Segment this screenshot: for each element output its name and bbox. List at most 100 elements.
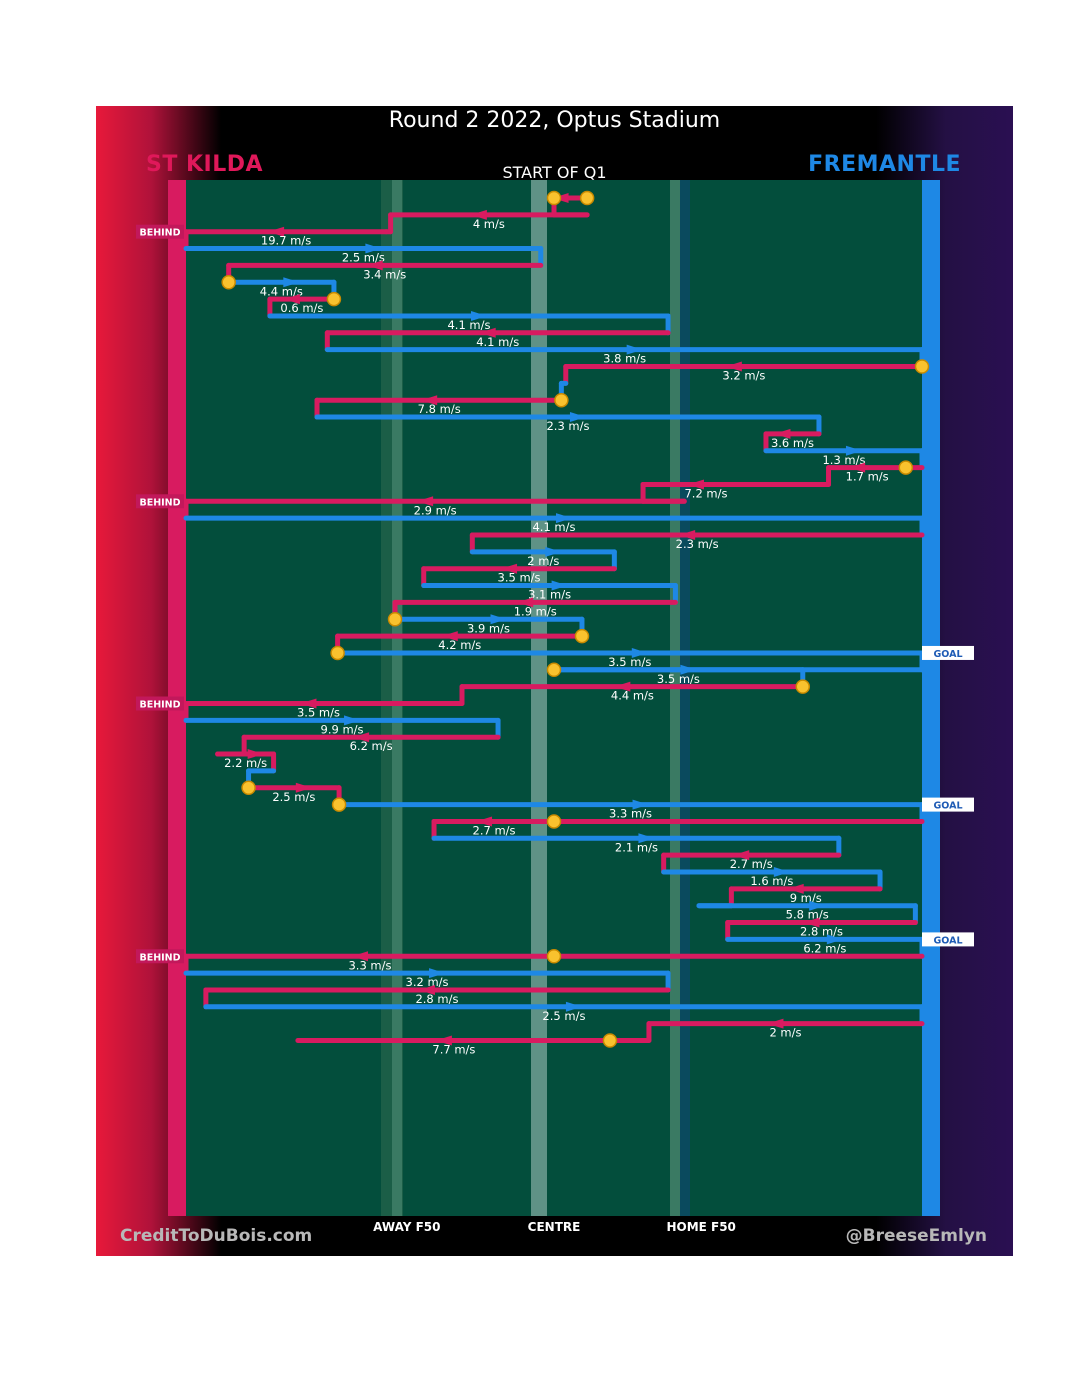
outcome-badge (136, 494, 184, 509)
leg-arrow (638, 833, 655, 844)
speed-label: 2.9 m/s (414, 503, 457, 517)
leg-arrow (283, 277, 300, 288)
speed-label: 3.5 m/s (657, 672, 700, 686)
speed-label: 1.3 m/s (822, 453, 865, 467)
speed-label: 3.8 m/s (603, 352, 646, 366)
outcome-badge (136, 696, 184, 711)
speed-label: 3.6 m/s (771, 436, 814, 450)
leg-arrow (556, 513, 572, 524)
leg-arrow (632, 799, 649, 810)
speed-label: 7.2 m/s (684, 486, 727, 500)
outcome-badge (136, 949, 184, 964)
leg-arrow (733, 850, 750, 861)
possession-marker (898, 460, 914, 475)
leg-arrow (545, 546, 562, 557)
home-f50-line (670, 180, 680, 1216)
leg-arrow (365, 243, 382, 254)
leg-arrow (353, 732, 370, 743)
speed-label: 3.2 m/s (722, 369, 765, 383)
possession-marker (914, 359, 930, 374)
leg-arrow (344, 715, 361, 726)
speed-label: 5.8 m/s (786, 908, 829, 922)
speed-label: 2.8 m/s (415, 992, 458, 1006)
chart-title: Round 2 2022, Optus Stadium (388, 108, 721, 133)
leg-arrow (787, 883, 804, 894)
leg-arrow (429, 968, 446, 979)
speed-label: 19.7 m/s (261, 234, 311, 248)
possession-marker (546, 662, 562, 678)
speed-label: 2.5 m/s (542, 1009, 585, 1023)
speed-label: 4.1 m/s (447, 318, 490, 332)
leg-arrow (418, 984, 435, 995)
leg-arrow (417, 496, 434, 507)
leg-arrow (441, 631, 458, 642)
speed-label: 4 m/s (473, 217, 505, 231)
credit-right: @BreeseEmlyn (845, 1226, 987, 1246)
speed-label: 4.4 m/s (611, 689, 654, 703)
period-label: START OF Q1 (502, 163, 607, 182)
away-f50-line (392, 180, 402, 1216)
outcome-label: BEHIND (139, 497, 180, 508)
speed-label: 2 m/s (769, 1026, 801, 1040)
leg-arrow (773, 867, 790, 877)
leg-arrow (247, 749, 264, 760)
possession-marker (574, 628, 590, 644)
outcome-label: GOAL (933, 935, 962, 946)
speed-label: 3.5 m/s (608, 655, 651, 669)
speed-label: 2.2 m/s (224, 756, 267, 770)
possession-marker (241, 780, 256, 795)
leg-arrow (517, 597, 534, 608)
speed-label: 3.3 m/s (609, 807, 652, 821)
speed-label: 2.5 m/s (272, 790, 315, 804)
possession-marker (387, 612, 403, 627)
speed-label: 6.2 m/s (803, 941, 846, 955)
speed-label: 3.3 m/s (348, 958, 391, 972)
speed-label: 3.5 m/s (498, 571, 541, 585)
leg-arrow (725, 361, 742, 372)
outcome-label: BEHIND (139, 952, 180, 963)
speed-label: 9.9 m/s (321, 722, 364, 736)
leg-arrow (435, 1035, 452, 1046)
speed-label: 2.8 m/s (800, 925, 843, 939)
speed-label: 0.6 m/s (280, 301, 323, 315)
speed-label: 4.1 m/s (532, 520, 575, 534)
leg-arrow (774, 428, 791, 439)
leg-arrow (352, 951, 368, 962)
leg-arrow (679, 530, 696, 540)
outcome-badge (922, 932, 974, 947)
away-team-label: FREMANTLE (808, 152, 961, 177)
speed-label: 2.3 m/s (676, 537, 719, 551)
speed-label: 3.5 m/s (297, 706, 340, 720)
leg-arrow (476, 816, 493, 827)
speed-label: 2.1 m/s (615, 840, 658, 854)
possession-marker (554, 392, 569, 408)
speed-label: 2.5 m/s (342, 251, 385, 265)
leg-arrow (614, 681, 631, 692)
speed-label: 3.9 m/s (467, 621, 510, 635)
leg-arrow (479, 327, 496, 338)
leg-arrow (295, 782, 312, 793)
chain-plot: 4 m/s 19.7 m/s BEHIND 2.5 m/s 3.4 m/s 4.4 m/s… (136, 190, 974, 1057)
outcome-badge (922, 645, 974, 660)
leg-arrow (470, 310, 487, 321)
fremantle-end-bar (922, 180, 940, 1216)
speed-label: 3.1 m/s (528, 588, 571, 602)
chain-chart-poster: Round 2 2022, Optus Stadium ST KILDA FRE… (96, 106, 1013, 1256)
speed-label: 2.7 m/s (473, 823, 516, 837)
possession-marker (546, 190, 562, 206)
home-team-label: ST KILDA (146, 152, 264, 177)
outcome-label: GOAL (933, 801, 962, 812)
speed-label: 4.2 m/s (438, 638, 481, 652)
x-tick-label: AWAY F50 (373, 1220, 441, 1234)
speed-label: 2.3 m/s (546, 419, 589, 433)
possession-marker (546, 814, 562, 829)
leg-arrow (366, 260, 383, 271)
possession-marker (326, 291, 342, 307)
possession-marker (602, 1033, 618, 1048)
outcome-label: GOAL (933, 649, 962, 660)
playing-field (168, 180, 940, 1216)
leg-arrow (826, 934, 843, 945)
x-tick-label: CENTRE (527, 1220, 581, 1234)
leg-arrow (490, 614, 507, 625)
speed-label: 9 m/s (790, 891, 822, 905)
